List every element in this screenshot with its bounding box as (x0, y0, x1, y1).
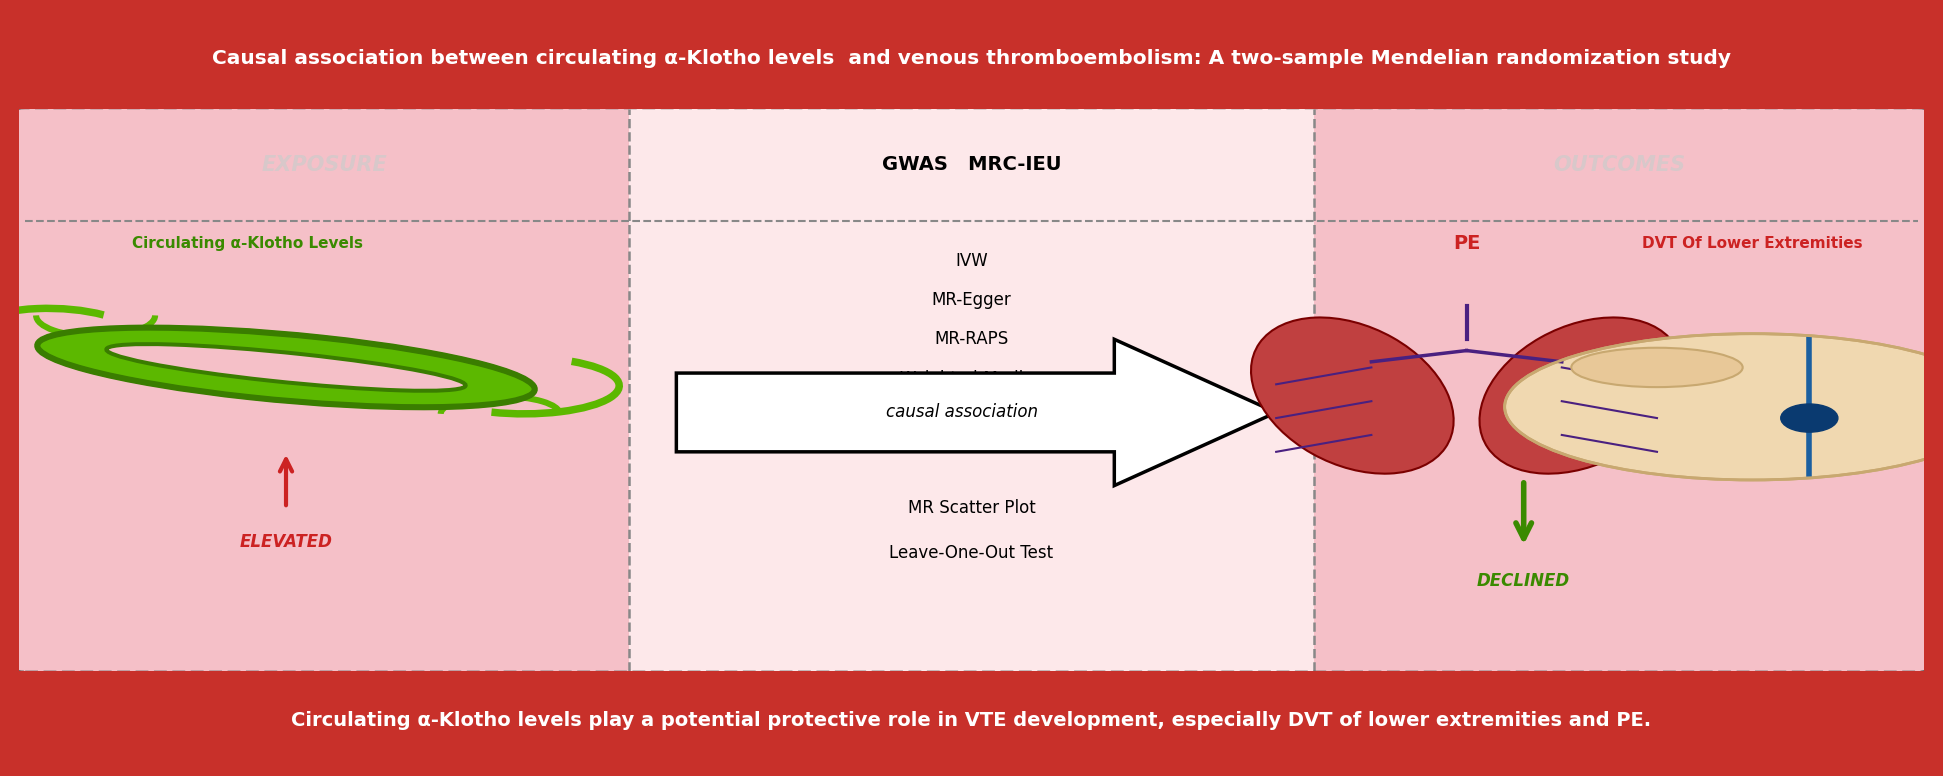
Text: ELEVATED: ELEVATED (239, 533, 332, 551)
Text: MR-Egger: MR-Egger (931, 291, 1012, 309)
Text: Circulating α-Klotho levels play a potential protective role in VTE development,: Circulating α-Klotho levels play a poten… (291, 711, 1652, 730)
Bar (630, 109, 1313, 671)
Text: DVT Of Lower Extremities: DVT Of Lower Extremities (1642, 236, 1863, 251)
Text: Leave-One-Out Test: Leave-One-Out Test (890, 544, 1053, 562)
Text: Circulating α-Klotho Levels: Circulating α-Klotho Levels (132, 236, 363, 251)
Text: EXPOSURE: EXPOSURE (260, 155, 387, 175)
Polygon shape (676, 339, 1277, 486)
Bar (19, 109, 630, 671)
Bar (1313, 109, 1924, 671)
Text: MR-RAPS: MR-RAPS (935, 331, 1008, 348)
Text: DECLINED: DECLINED (1477, 572, 1570, 591)
Text: causal association: causal association (886, 404, 1038, 421)
Text: Weighted-Median: Weighted-Median (900, 369, 1043, 388)
Text: GWAS   MRC-IEU: GWAS MRC-IEU (882, 155, 1061, 175)
Text: Causal association between circulating α-Klotho levels  and venous thromboemboli: Causal association between circulating α… (212, 49, 1731, 68)
Ellipse shape (1780, 404, 1838, 432)
Ellipse shape (37, 327, 534, 407)
Ellipse shape (107, 344, 466, 391)
Text: OUTCOMES: OUTCOMES (1552, 155, 1685, 175)
Text: PE: PE (1453, 234, 1481, 253)
Text: MR Scatter Plot: MR Scatter Plot (907, 499, 1036, 517)
Ellipse shape (1572, 348, 1743, 387)
Ellipse shape (1251, 317, 1453, 473)
Text: IVW: IVW (956, 251, 987, 269)
Circle shape (1504, 334, 1943, 480)
Ellipse shape (1479, 317, 1683, 473)
